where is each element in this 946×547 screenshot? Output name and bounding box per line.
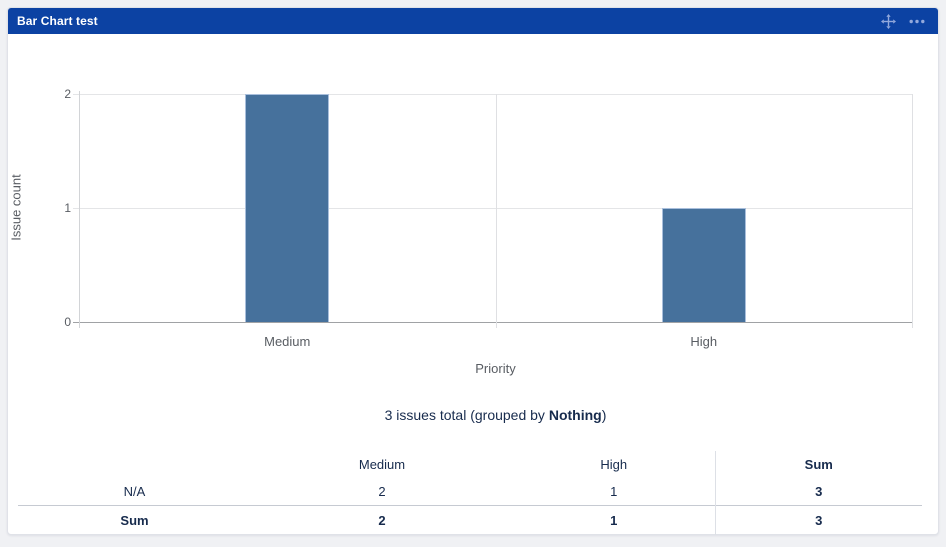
- summary-suffix: ): [601, 407, 607, 423]
- y-tick-label-1: 1: [64, 201, 71, 215]
- pivot-header-row: Medium High Sum: [18, 451, 922, 478]
- bar-chart-gadget: Bar Chart test: [7, 7, 939, 535]
- y-axis-line: [79, 91, 80, 328]
- ellipsis-icon[interactable]: [909, 19, 925, 24]
- summary-group-by: Nothing: [548, 407, 602, 423]
- y-tick-label-2: 2: [64, 87, 71, 101]
- pivot-row-label: Sum: [18, 504, 251, 535]
- pivot-header-cell: Sum: [714, 451, 922, 478]
- category-boundary-line-0: [495, 94, 497, 328]
- bar-high[interactable]: [661, 208, 746, 322]
- category-boundary-line-1: [912, 94, 913, 328]
- x-axis-line: [73, 322, 912, 323]
- pivot-header-cell: [18, 451, 251, 478]
- bar-medium[interactable]: [245, 94, 330, 322]
- x-tick-label-high: High: [690, 334, 718, 349]
- y-tick-label-0: 0: [64, 315, 71, 329]
- pivot-cell: 2: [251, 504, 513, 535]
- move-icon[interactable]: [881, 13, 896, 29]
- pivot-table: Medium High Sum N/A 2 1 3 Sum 2 1 3: [18, 451, 922, 535]
- gadget-header-actions: [881, 13, 925, 29]
- gadget-title: Bar Chart test: [17, 14, 98, 28]
- pivot-cell: 3: [714, 504, 922, 535]
- y-axis-title: Issue count: [8, 174, 24, 241]
- pivot-cell: 1: [513, 504, 715, 535]
- pivot-cell: 2: [378, 483, 386, 499]
- x-tick-label-medium: Medium: [264, 334, 311, 349]
- gridline-y-2: [73, 94, 912, 95]
- pivot-row-label: N/A: [123, 483, 146, 499]
- summary-prefix: 3 issues total (grouped by: [384, 407, 549, 423]
- pivot-header-cell: Medium: [358, 457, 406, 472]
- gadget-content: Issue count Priority 0 1 2 Medium High 3 iss…: [8, 34, 938, 535]
- pivot-header-cell: High: [600, 457, 628, 472]
- pivot-table-head: Medium High Sum: [18, 451, 922, 478]
- pivot-cell: 3: [714, 478, 922, 505]
- gridline-y-1: [73, 208, 912, 209]
- pivot-data-row: N/A 2 1 3: [18, 478, 922, 505]
- issues-total-summary: 3 issues total (grouped by Nothing): [79, 407, 912, 423]
- gadget-header: Bar Chart test: [8, 8, 938, 34]
- pivot-table-body: N/A 2 1 3 Sum 2 1 3: [18, 478, 922, 535]
- x-axis-title: Priority: [475, 361, 516, 376]
- pivot-sum-row: Sum 2 1 3: [18, 504, 922, 535]
- pivot-cell: 1: [610, 483, 618, 499]
